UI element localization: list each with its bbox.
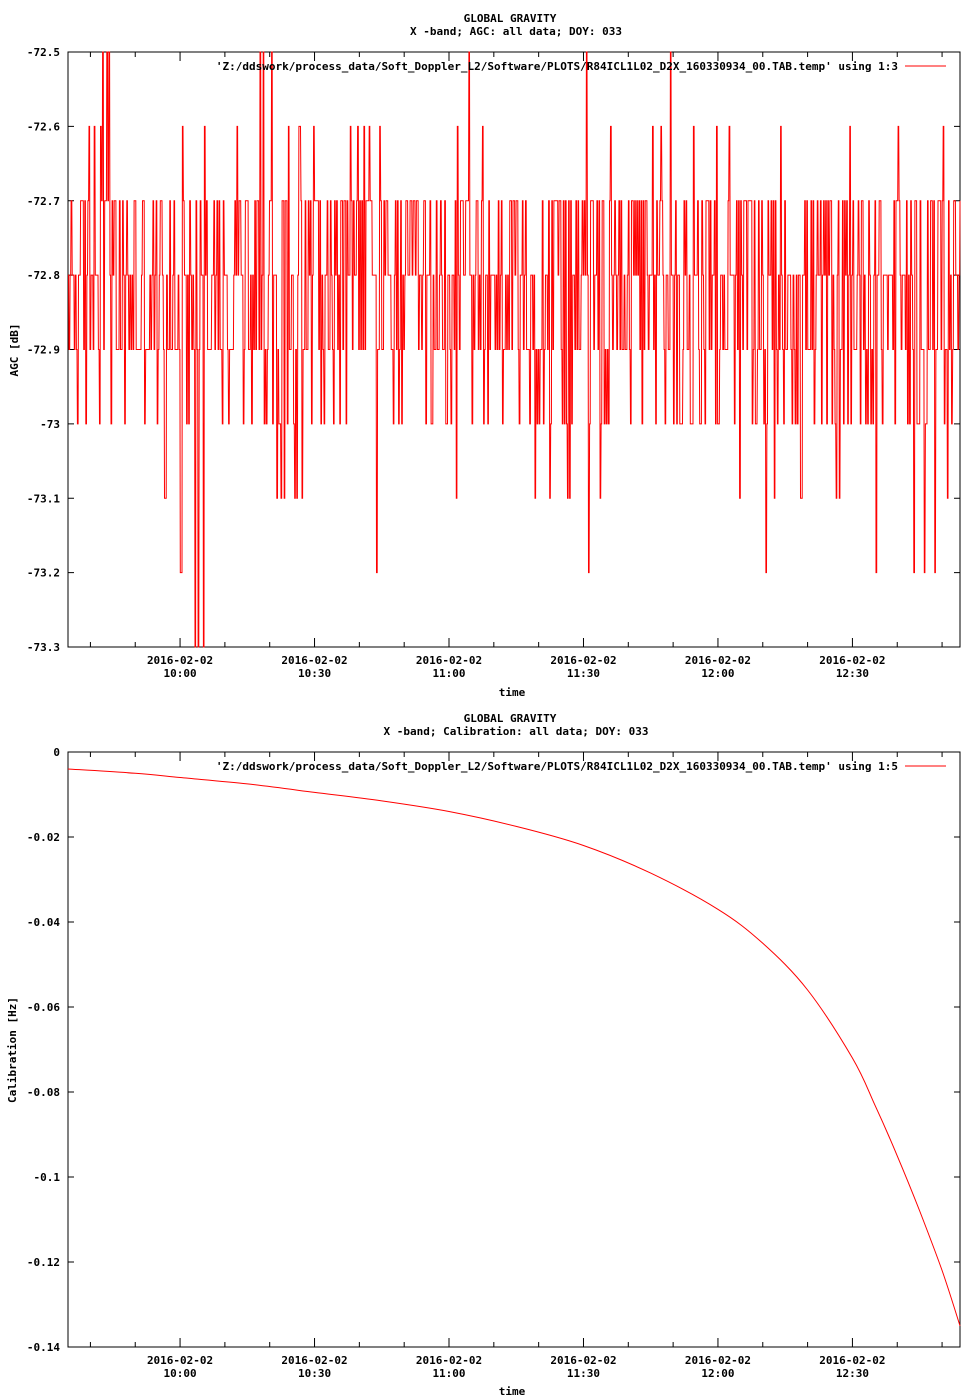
y-tick-label: -0.06 [27,1001,60,1014]
y-tick-label: -0.08 [27,1086,60,1099]
agc-x-tick-labels: 2016-02-0210:002016-02-0210:302016-02-02… [147,654,886,680]
calibration-y-axis-label: Calibration [Hz] [6,997,19,1103]
agc-chart: GLOBAL GRAVITY X -band; AGC: all data; D… [8,12,961,699]
y-tick-label: -0.12 [27,1256,60,1269]
y-tick-label: -73 [40,418,60,431]
calibration-series-lines [67,768,961,1326]
x-tick-label-date: 2016-02-02 [685,654,751,667]
x-tick-label-date: 2016-02-02 [685,1354,751,1367]
x-tick-label-date: 2016-02-02 [819,654,885,667]
x-tick-label-date: 2016-02-02 [147,1354,213,1367]
x-tick-label-time: 12:30 [836,667,869,680]
agc-y-axis-label: AGC [dB] [8,324,21,377]
x-tick-label-time: 10:30 [298,667,331,680]
y-tick-label: -72.7 [27,195,60,208]
agc-x-axis-label: time [499,686,526,699]
agc-legend: 'Z:/ddswork/process_data/Soft_Doppler_L2… [216,60,946,73]
agc-axis-ticks [68,51,960,648]
x-tick-label-time: 11:30 [567,1367,600,1380]
y-tick-label: -72.6 [27,120,60,133]
y-tick-label: -72.8 [27,269,60,282]
x-tick-label-date: 2016-02-02 [281,654,347,667]
y-tick-label: -0.14 [27,1341,60,1354]
series-line [67,768,961,1326]
x-tick-label-time: 10:00 [163,667,196,680]
calibration-y-tick-labels: 0 -0.02 -0.04 -0.06 -0.08 -0.1 -0.12 -0.14 [27,746,60,1354]
y-tick-label: -72.5 [27,46,60,59]
x-tick-label-time: 11:00 [432,667,465,680]
x-tick-label-date: 2016-02-02 [281,1354,347,1367]
calibration-chart-subtitle: X -band; Calibration: all data; DOY: 033 [384,725,649,738]
y-tick-label: -0.02 [27,831,60,844]
y-tick-label: 0 [53,746,60,759]
calibration-axis-ticks [68,751,960,1348]
calibration-legend: 'Z:/ddswork/process_data/Soft_Doppler_L2… [216,760,946,773]
x-tick-label-date: 2016-02-02 [147,654,213,667]
y-tick-label: -73.3 [27,641,60,654]
calibration-x-axis-label: time [499,1385,526,1398]
agc-chart-subtitle: X -band; AGC: all data; DOY: 033 [410,25,622,38]
calibration-chart: GLOBAL GRAVITY X -band; Calibration: all… [6,712,961,1398]
x-tick-label-time: 12:00 [701,1367,734,1380]
y-tick-label: -72.9 [27,344,60,357]
series-line [68,51,961,648]
x-tick-label-time: 11:00 [432,1367,465,1380]
x-tick-label-time: 11:30 [567,667,600,680]
x-tick-label-time: 12:30 [836,1367,869,1380]
x-tick-label-date: 2016-02-02 [550,654,616,667]
x-tick-label-date: 2016-02-02 [819,1354,885,1367]
calibration-legend-label: 'Z:/ddswork/process_data/Soft_Doppler_L2… [216,760,898,773]
x-tick-label-date: 2016-02-02 [416,1354,482,1367]
x-tick-label-time: 12:00 [701,667,734,680]
y-tick-label: -73.2 [27,567,60,580]
x-tick-label-date: 2016-02-02 [416,654,482,667]
y-tick-label: -0.04 [27,916,60,929]
x-tick-label-time: 10:30 [298,1367,331,1380]
agc-legend-label: 'Z:/ddswork/process_data/Soft_Doppler_L2… [216,60,898,73]
agc-series-lines [68,51,961,648]
x-tick-label-date: 2016-02-02 [550,1354,616,1367]
y-tick-label: -0.1 [34,1171,61,1184]
agc-y-tick-labels: -72.5 -72.6 -72.7 -72.8 -72.9 -73 -73.1 -73.2 -7… [27,46,60,654]
calibration-chart-title: GLOBAL GRAVITY [464,712,557,725]
y-tick-label: -73.1 [27,492,60,505]
x-tick-label-time: 10:00 [163,1367,196,1380]
agc-chart-title: GLOBAL GRAVITY [464,12,557,25]
calibration-plot-frame [67,751,961,1348]
calibration-x-tick-labels: 2016-02-0210:002016-02-0210:302016-02-02… [147,1354,886,1380]
